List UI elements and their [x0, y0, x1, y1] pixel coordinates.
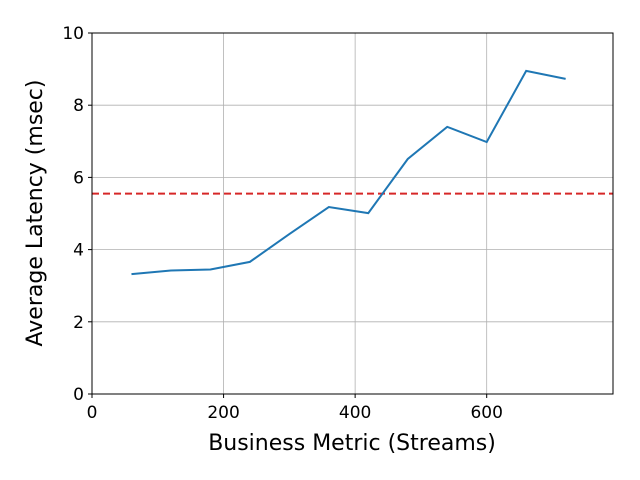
y-tick-label: 8: [73, 96, 84, 116]
y-tick-label: 6: [73, 168, 84, 188]
y-tick-label: 4: [73, 241, 84, 261]
y-tick-label: 2: [73, 313, 84, 333]
y-tick-label: 10: [62, 24, 84, 44]
y-axis-label: Average Latency (msec): [23, 80, 48, 347]
y-tick-label: 0: [73, 385, 84, 405]
x-tick-label: 600: [470, 403, 502, 423]
data-line: [131, 69, 566, 276]
x-tick-label: 200: [207, 403, 239, 423]
x-tick-label: 0: [87, 403, 98, 423]
plot-frame: [91, 32, 614, 395]
x-axis-label: Business Metric (Streams): [208, 431, 496, 456]
x-tick-label: 400: [339, 403, 371, 423]
